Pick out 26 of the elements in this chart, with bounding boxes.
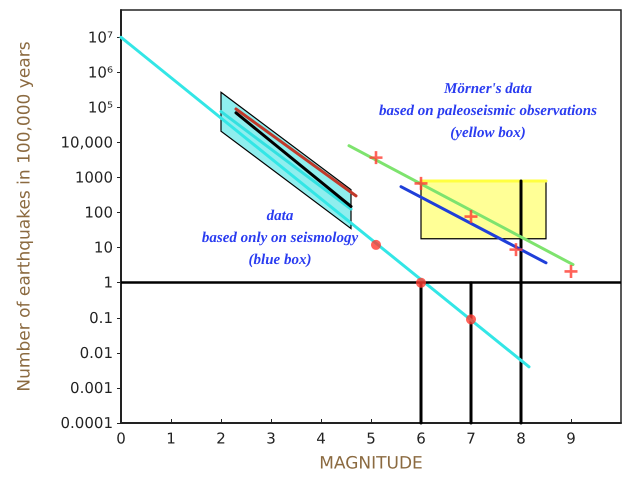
- y-tick-label: 1: [103, 274, 113, 292]
- y-tick-label: 10⁷: [88, 28, 113, 46]
- y-tick-label: 100: [84, 204, 113, 222]
- y-tick-label: 10: [94, 238, 113, 257]
- y-tick-label: 0.01: [80, 344, 113, 362]
- x-axis-title: MAGNITUDE: [319, 454, 423, 474]
- x-tick-label: 4: [316, 430, 326, 448]
- y-tick-label: 10,000: [60, 133, 113, 152]
- x-tick-label: 8: [516, 430, 526, 448]
- y-axis-title: Number of earthquakes in 100,000 years: [14, 41, 34, 392]
- x-tick-label: 6: [416, 430, 426, 448]
- annotation: Mörner's data based on paleoseismic observations (yellow box): [379, 81, 598, 141]
- x-tick-label: 2: [216, 430, 226, 448]
- y-tick-label: 1000: [74, 168, 113, 187]
- y-tick-label: 10⁶: [88, 63, 113, 82]
- y-tick-label: 10⁵: [88, 98, 113, 116]
- x-tick-label: 5: [366, 430, 376, 448]
- x-tick-label: 3: [266, 430, 276, 448]
- y-tick-label: 0.001: [70, 378, 113, 397]
- x-tick-label: 0: [116, 430, 126, 448]
- x-tick-label: 1: [166, 430, 176, 448]
- x-tick-label: 7: [466, 430, 476, 448]
- y-tick-label: 0.0001: [60, 414, 113, 432]
- x-tick-label: 9: [566, 430, 576, 448]
- y-tick-label: 0.1: [89, 308, 113, 327]
- annotation: data based only on seismology (blue box): [202, 208, 358, 268]
